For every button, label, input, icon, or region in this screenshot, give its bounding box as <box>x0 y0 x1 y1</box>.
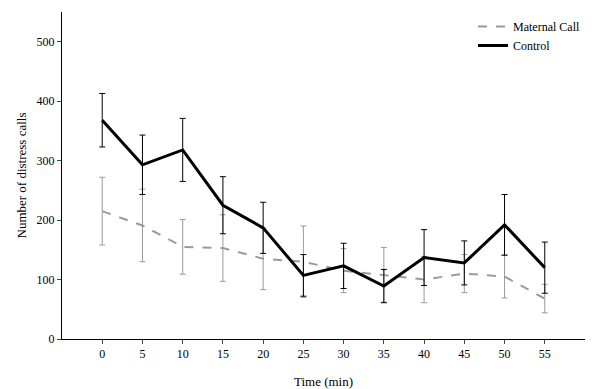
svg-text:0: 0 <box>49 332 55 346</box>
svg-text:Maternal Call: Maternal Call <box>513 20 580 34</box>
svg-text:0: 0 <box>99 347 105 361</box>
svg-text:100: 100 <box>37 273 55 287</box>
svg-text:15: 15 <box>217 347 229 361</box>
svg-text:25: 25 <box>297 347 309 361</box>
svg-text:200: 200 <box>37 213 55 227</box>
svg-text:55: 55 <box>539 347 551 361</box>
svg-text:Number of distress calls: Number of distress calls <box>14 112 29 238</box>
svg-text:45: 45 <box>458 347 470 361</box>
svg-text:40: 40 <box>418 347 430 361</box>
svg-text:Control: Control <box>513 39 550 53</box>
svg-text:20: 20 <box>257 347 269 361</box>
svg-text:30: 30 <box>338 347 350 361</box>
svg-text:400: 400 <box>37 94 55 108</box>
svg-text:5: 5 <box>139 347 145 361</box>
svg-text:35: 35 <box>378 347 390 361</box>
svg-text:500: 500 <box>37 35 55 49</box>
svg-text:10: 10 <box>177 347 189 361</box>
svg-text:Time (min): Time (min) <box>294 374 353 389</box>
svg-text:300: 300 <box>37 154 55 168</box>
svg-text:50: 50 <box>499 347 511 361</box>
